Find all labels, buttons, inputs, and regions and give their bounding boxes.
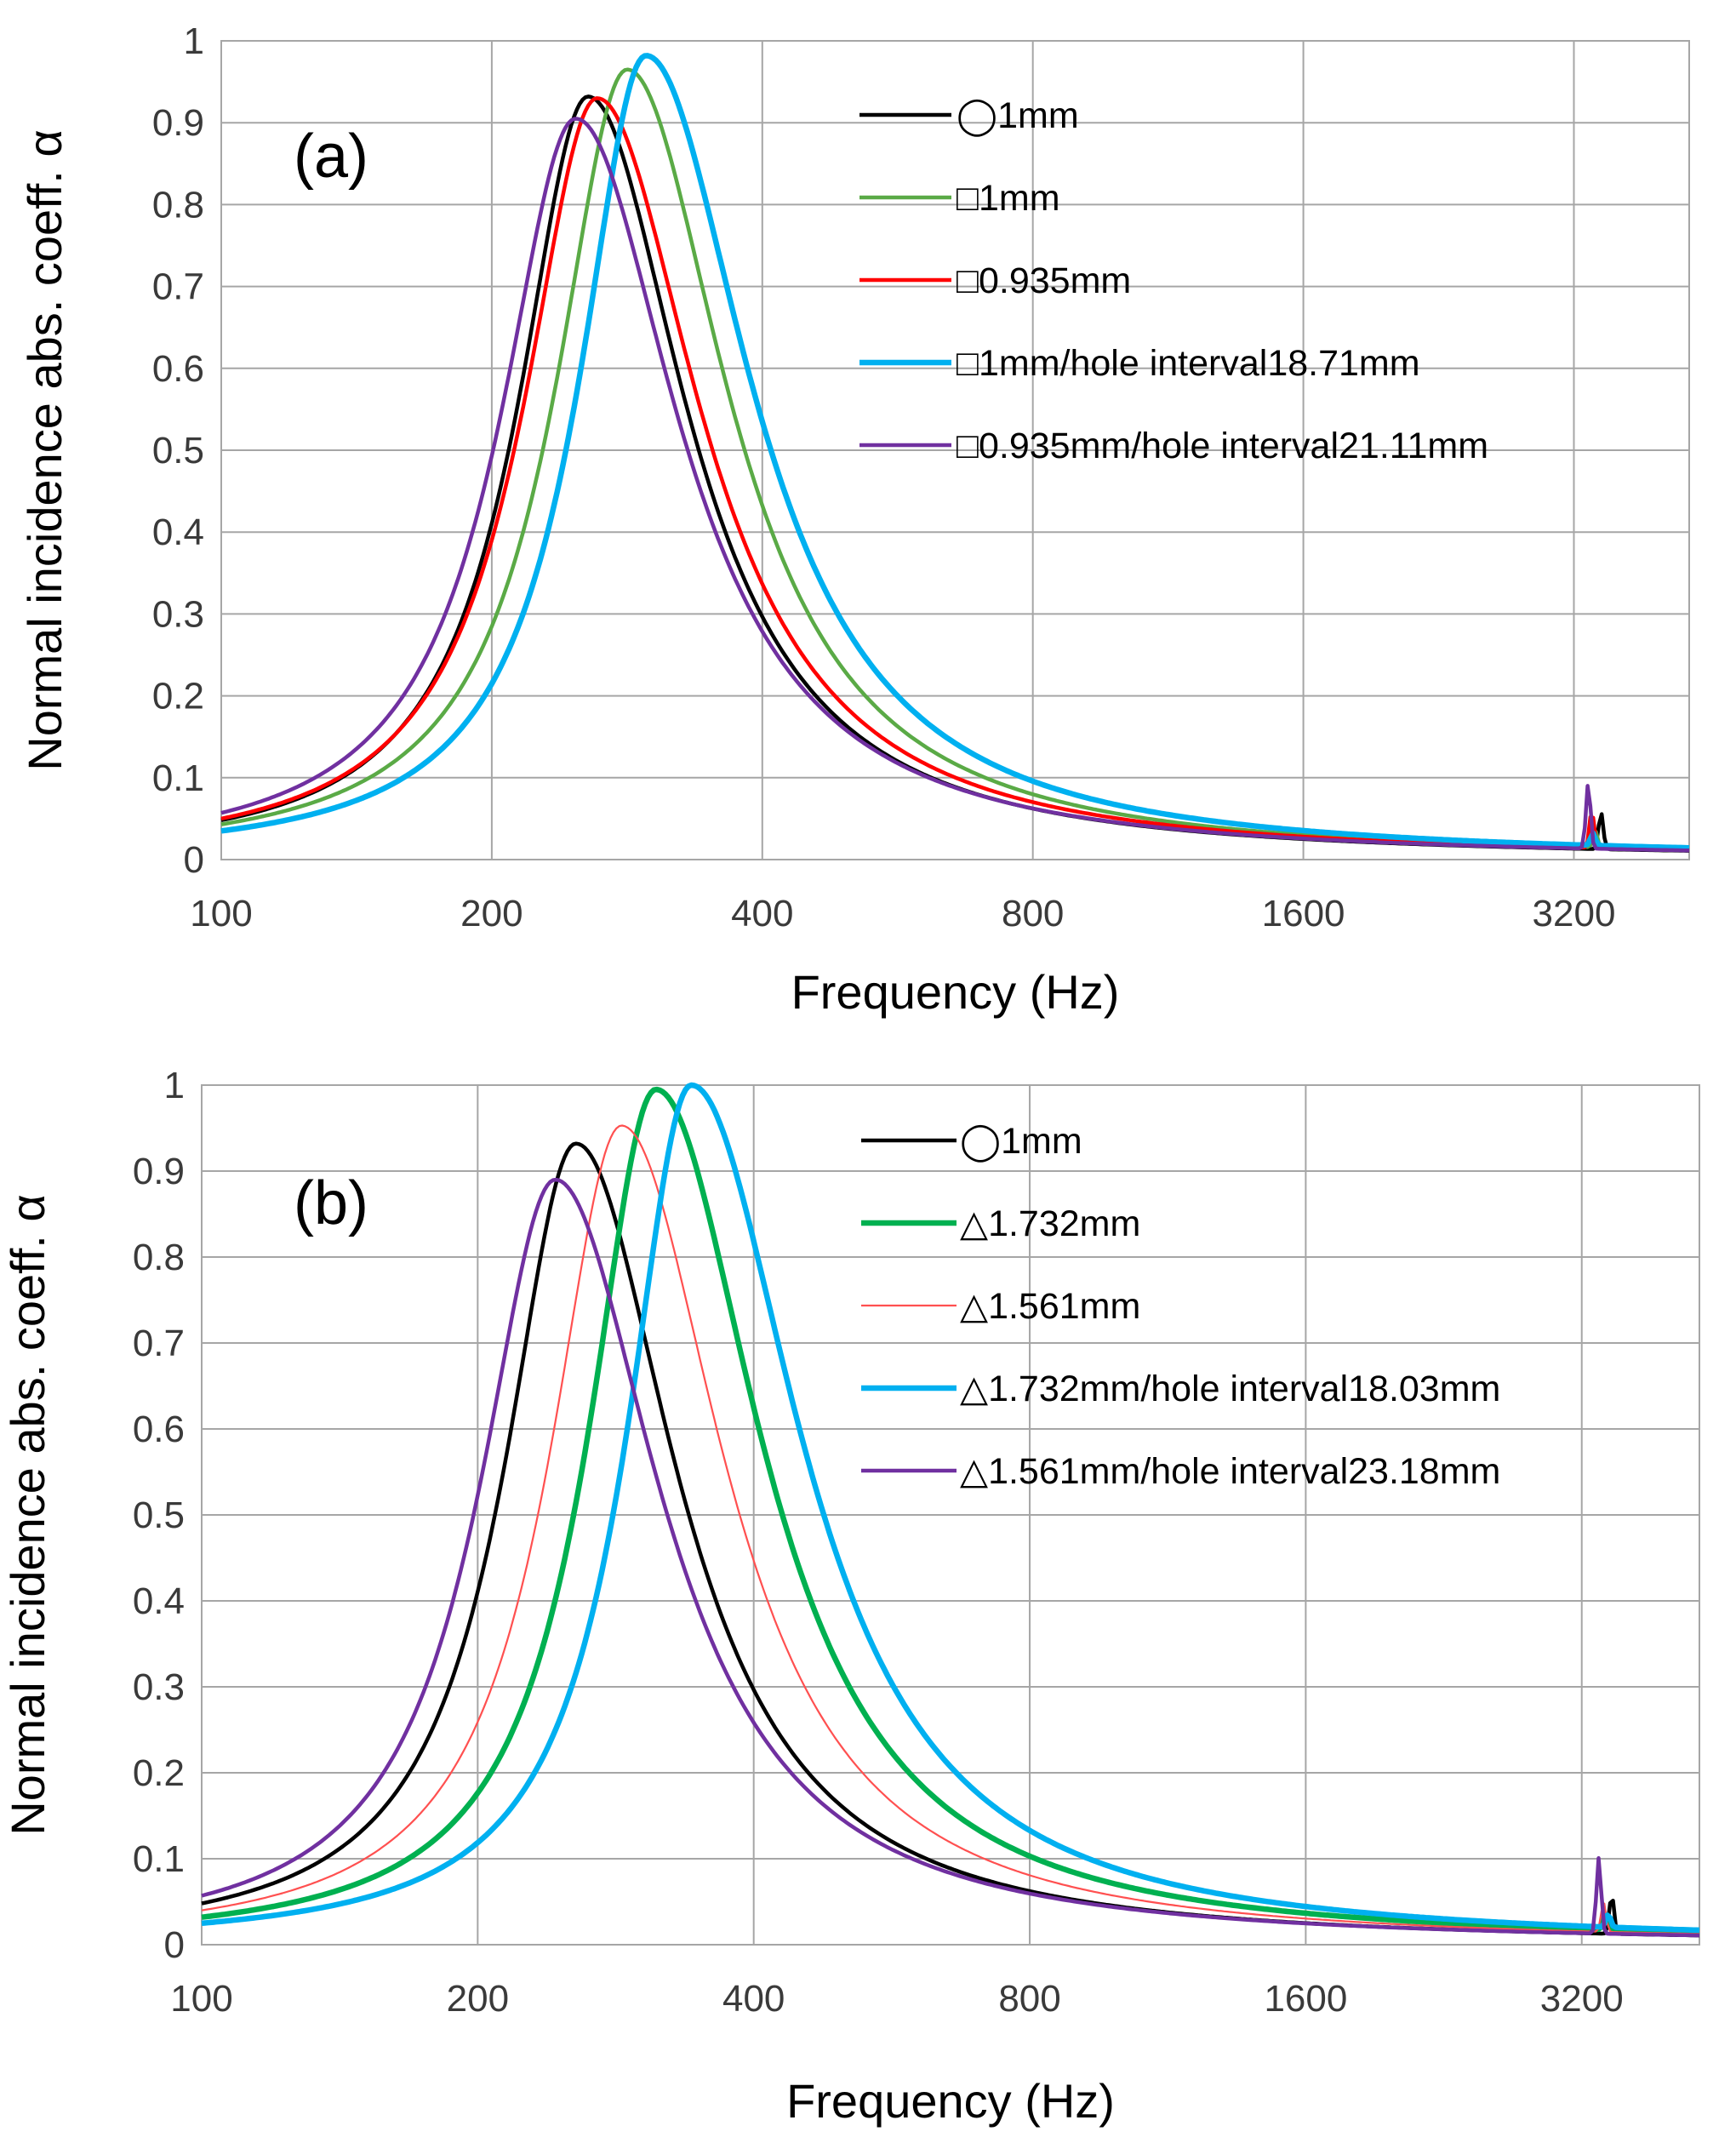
y-tick-label: 0.4 xyxy=(152,511,204,553)
y-tick-label: 0.6 xyxy=(133,1409,185,1450)
legend-entry: ◯1mm xyxy=(960,1121,1082,1163)
y-tick-label: 0.4 xyxy=(133,1580,185,1622)
x-tick-label: 100 xyxy=(170,1978,232,2020)
y-tick-label: 0.2 xyxy=(133,1752,185,1794)
series-line-4 xyxy=(201,1082,1700,1934)
y-tick-label: 1 xyxy=(184,20,204,62)
series-line-5 xyxy=(201,1177,1700,1938)
y-tick-label: 0.1 xyxy=(133,1838,185,1880)
x-tick-label: 200 xyxy=(447,1978,509,2020)
legend-entry: △1.732mm xyxy=(960,1203,1140,1244)
y-tick-label: 0.1 xyxy=(152,757,204,799)
x-tick-label: 800 xyxy=(1002,893,1064,934)
x-tick-label: 200 xyxy=(460,893,523,934)
y-axis-title: Normal incidence abs. coeff. α xyxy=(18,129,71,770)
y-tick-label: 0.3 xyxy=(133,1666,185,1708)
y-tick-label: 0.9 xyxy=(133,1151,185,1192)
legend-entry: □0.935mm xyxy=(957,260,1131,301)
y-tick-label: 0.2 xyxy=(152,676,204,717)
series-line-3 xyxy=(201,1124,1700,1935)
x-tick-label: 3200 xyxy=(1533,893,1616,934)
y-tick-label: 0.9 xyxy=(152,102,204,144)
y-axis-title: Normal incidence abs. coeff. α xyxy=(1,1194,54,1835)
y-tick-label: 0.6 xyxy=(152,348,204,390)
x-tick-label: 1600 xyxy=(1264,1978,1347,2020)
x-tick-label: 800 xyxy=(998,1978,1060,2020)
panel-label: (a) xyxy=(294,123,368,191)
chart-panel-a: 0 0.1 0.2 0.3 0.4 0.5 0.6 0.7 0.8 0.9 1 100 200 400 80… xyxy=(18,20,1690,1019)
series-line-5 xyxy=(220,117,1690,853)
legend-entry: □1mm xyxy=(957,178,1060,219)
legend-entry: △1.732mm/hole interval18.03mm xyxy=(960,1369,1500,1409)
legend-entry: ◯1mm xyxy=(957,95,1079,137)
y-tick-label: 0.8 xyxy=(133,1237,185,1278)
x-tick-label: 1600 xyxy=(1262,893,1345,934)
y-tick-label: 0.7 xyxy=(133,1323,185,1364)
y-tick-label: 0.5 xyxy=(133,1494,185,1536)
legend-entry: △1.561mm xyxy=(960,1286,1140,1327)
y-tick-label: 0 xyxy=(184,839,204,881)
y-tick-label: 0.7 xyxy=(152,266,204,308)
x-tick-label: 100 xyxy=(190,893,252,934)
chart-panel-b: 0 0.1 0.2 0.3 0.4 0.5 0.6 0.7 0.8 0.9 1 100 200 400 80… xyxy=(1,1065,1700,2128)
y-tick-label: 0 xyxy=(164,1924,185,1966)
series-line-4 xyxy=(220,53,1690,851)
x-tick-label: 3200 xyxy=(1540,1978,1624,2020)
series-line-2 xyxy=(201,1086,1699,1935)
legend-entry: □1mm/hole interval18.71mm xyxy=(957,343,1420,384)
y-tick-label: 1 xyxy=(164,1065,185,1106)
x-tick-label: 400 xyxy=(731,893,793,934)
panel-label: (b) xyxy=(294,1169,368,1237)
y-tick-label: 0.8 xyxy=(152,184,204,226)
y-tick-label: 0.5 xyxy=(152,430,204,471)
x-axis-title: Frequency (Hz) xyxy=(791,965,1120,1019)
legend-entry: △1.561mm/hole interval23.18mm xyxy=(960,1451,1500,1492)
legend-entry: □0.935mm/hole interval21.11mm xyxy=(957,426,1488,466)
x-axis-title: Frequency (Hz) xyxy=(786,2074,1115,2128)
y-tick-label: 0.3 xyxy=(152,593,204,635)
x-tick-label: 400 xyxy=(722,1978,785,2020)
